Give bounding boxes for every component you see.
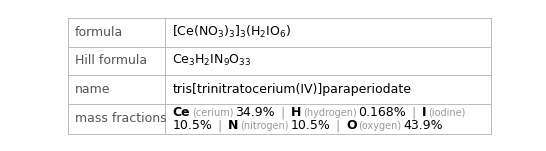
Text: (cerium): (cerium) [192,108,233,118]
Text: Hill formula: Hill formula [75,54,147,67]
Text: 34.9%: 34.9% [235,106,275,119]
Text: (oxygen): (oxygen) [358,121,401,131]
Text: (iodine): (iodine) [428,108,466,118]
Text: N: N [228,119,238,132]
Text: I: I [422,106,426,119]
Text: mass fractions: mass fractions [75,112,166,125]
Text: 10.5%: 10.5% [290,119,330,132]
Text: 0.168%: 0.168% [359,106,406,119]
Text: O: O [346,119,357,132]
Text: |: | [411,106,416,119]
Text: Ce: Ce [173,106,190,119]
Text: 43.9%: 43.9% [403,119,443,132]
Text: (hydrogen): (hydrogen) [302,108,357,118]
Text: |: | [217,119,222,132]
Text: formula: formula [75,26,123,39]
Text: (nitrogen): (nitrogen) [240,121,288,131]
Text: name: name [75,83,110,96]
Text: |: | [336,119,340,132]
Text: tris[trinitratocerium(IV)]paraperiodate: tris[trinitratocerium(IV)]paraperiodate [173,83,411,96]
Text: [Ce(NO$_3$)$_3$]$_3$(H$_2$IO$_6$): [Ce(NO$_3$)$_3$]$_3$(H$_2$IO$_6$) [173,24,291,40]
Text: Ce$_3$H$_2$IN$_9$O$_{33}$: Ce$_3$H$_2$IN$_9$O$_{33}$ [173,53,252,68]
Text: 10.5%: 10.5% [173,119,212,132]
Text: H: H [290,106,301,119]
Text: |: | [280,106,284,119]
